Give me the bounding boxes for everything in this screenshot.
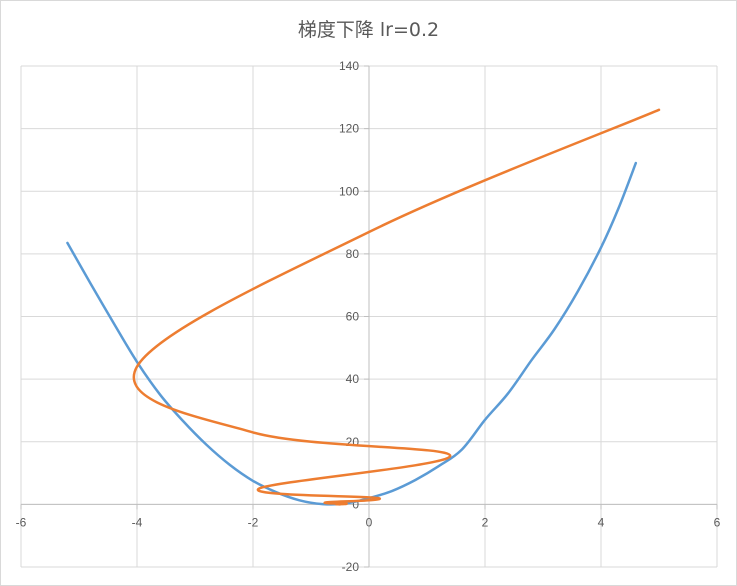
y-tick-label: 100 <box>339 184 359 198</box>
y-tick-label: 140 <box>339 59 359 73</box>
x-tick-label: -4 <box>132 515 143 529</box>
y-tick-label: 0 <box>352 497 359 511</box>
x-tick-label: 2 <box>482 515 489 529</box>
series-line-1 <box>66 161 638 506</box>
y-tick-label: 20 <box>346 435 360 449</box>
series-line-2 <box>132 108 661 506</box>
x-tick-label: 0 <box>366 515 373 529</box>
x-tick-label: -6 <box>16 515 27 529</box>
y-tick-label: 60 <box>346 310 360 324</box>
y-tick-label: 80 <box>346 247 360 261</box>
x-tick-label: 4 <box>598 515 605 529</box>
y-tick-label: 120 <box>339 122 359 136</box>
y-tick-label: 40 <box>346 372 360 386</box>
y-tick-label: -20 <box>342 560 360 574</box>
chart-title: 梯度下降 lr=0.2 <box>297 19 440 41</box>
x-tick-label: -2 <box>248 515 259 529</box>
x-tick-label: 6 <box>714 515 721 529</box>
